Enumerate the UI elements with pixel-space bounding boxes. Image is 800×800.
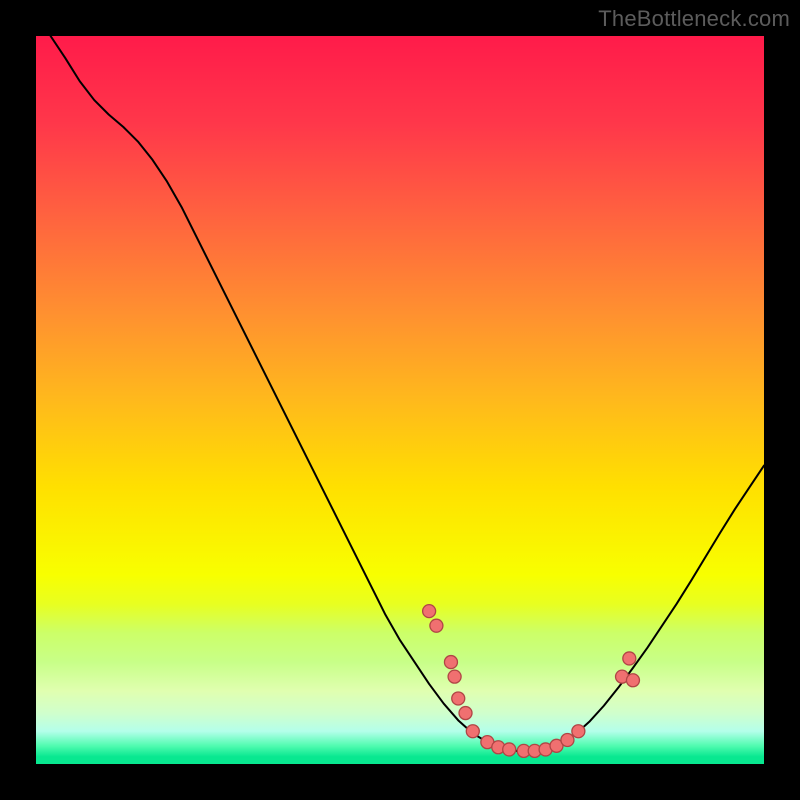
- data-marker: [626, 674, 639, 687]
- chart-svg: [36, 36, 764, 764]
- data-marker: [466, 725, 479, 738]
- marker-group: [423, 605, 640, 758]
- data-marker: [459, 707, 472, 720]
- data-marker: [448, 670, 461, 683]
- watermark-text: TheBottleneck.com: [598, 6, 790, 32]
- data-marker: [503, 743, 516, 756]
- data-marker: [561, 733, 574, 746]
- chart-container: TheBottleneck.com: [0, 0, 800, 800]
- data-marker: [430, 619, 443, 632]
- data-marker: [452, 692, 465, 705]
- data-marker: [423, 605, 436, 618]
- plot-area: [36, 36, 764, 764]
- data-marker: [623, 652, 636, 665]
- bottleneck-curve: [51, 36, 764, 751]
- data-marker: [572, 725, 585, 738]
- data-marker: [444, 656, 457, 669]
